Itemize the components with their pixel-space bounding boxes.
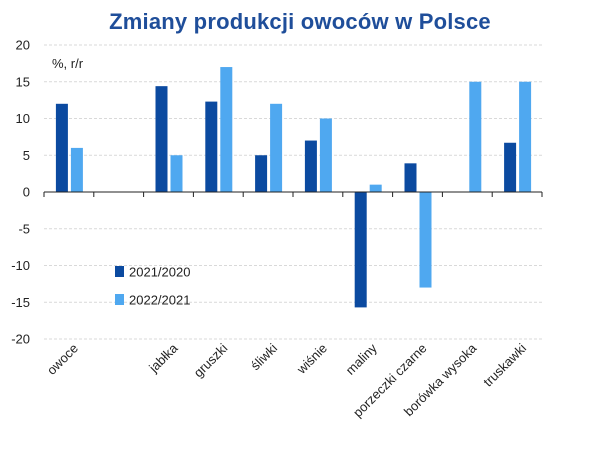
bar-2021-2020-3 xyxy=(205,101,218,192)
category-label: śliwki xyxy=(248,340,281,373)
bar-2021-2020-2 xyxy=(155,86,168,192)
y-tick-label: 5 xyxy=(23,148,30,163)
bar-2021-2020-5 xyxy=(304,140,317,192)
category-label: wiśnie xyxy=(293,341,330,378)
y-tick-label: -20 xyxy=(11,332,30,347)
legend-swatch xyxy=(115,294,124,305)
zero-axis xyxy=(43,191,543,197)
bar-2022-2021-5 xyxy=(319,118,332,192)
bar-2022-2021-2 xyxy=(170,155,183,192)
bar-2021-2020-6 xyxy=(354,192,367,308)
category-label: maliny xyxy=(343,340,381,378)
category-label: jabłka xyxy=(145,340,181,376)
bar-2022-2021-9 xyxy=(519,81,532,192)
bar-2021-2020-0 xyxy=(55,103,68,192)
chart-title: Zmiany produkcji owoców w Polsce xyxy=(109,9,491,34)
y-tick-label: -10 xyxy=(11,258,30,273)
legend: 2021/2020 2022/2021 xyxy=(115,265,190,308)
bar-2021-2020-4 xyxy=(255,155,268,192)
y-tick-label: 15 xyxy=(16,74,30,89)
y-tick-label: 10 xyxy=(16,111,30,126)
bar-2021-2020-7 xyxy=(404,163,417,192)
bar-2022-2021-6 xyxy=(369,184,382,192)
bar-2022-2021-8 xyxy=(469,81,482,192)
bar-2022-2021-4 xyxy=(270,103,283,192)
category-label: owoce xyxy=(44,341,81,378)
y-axis-unit-label: %, r/r xyxy=(52,56,84,71)
y-tick-label: -5 xyxy=(18,221,30,236)
category-labels: owoce jabłka gruszki śliwki wiśnie malinyporz… xyxy=(44,340,529,420)
y-tick-label: 0 xyxy=(23,185,30,200)
bar-2022-2021-7 xyxy=(419,192,432,288)
category-label: truskawki xyxy=(480,340,529,389)
y-tick-label: -15 xyxy=(11,295,30,310)
y-axis-ticks: 20 15 10 5 0 -5 -10 -15 -20 xyxy=(11,38,30,347)
legend-swatch xyxy=(115,266,124,277)
bar-2022-2021-0 xyxy=(70,147,83,192)
bar-2021-2020-9 xyxy=(504,142,517,192)
bar-2022-2021-3 xyxy=(220,67,233,192)
y-tick-label: 20 xyxy=(16,38,30,53)
legend-label: 2022/2021 xyxy=(129,293,190,308)
legend-label: 2021/2020 xyxy=(129,265,190,280)
category-label: gruszki xyxy=(191,340,231,380)
bars xyxy=(55,67,532,308)
